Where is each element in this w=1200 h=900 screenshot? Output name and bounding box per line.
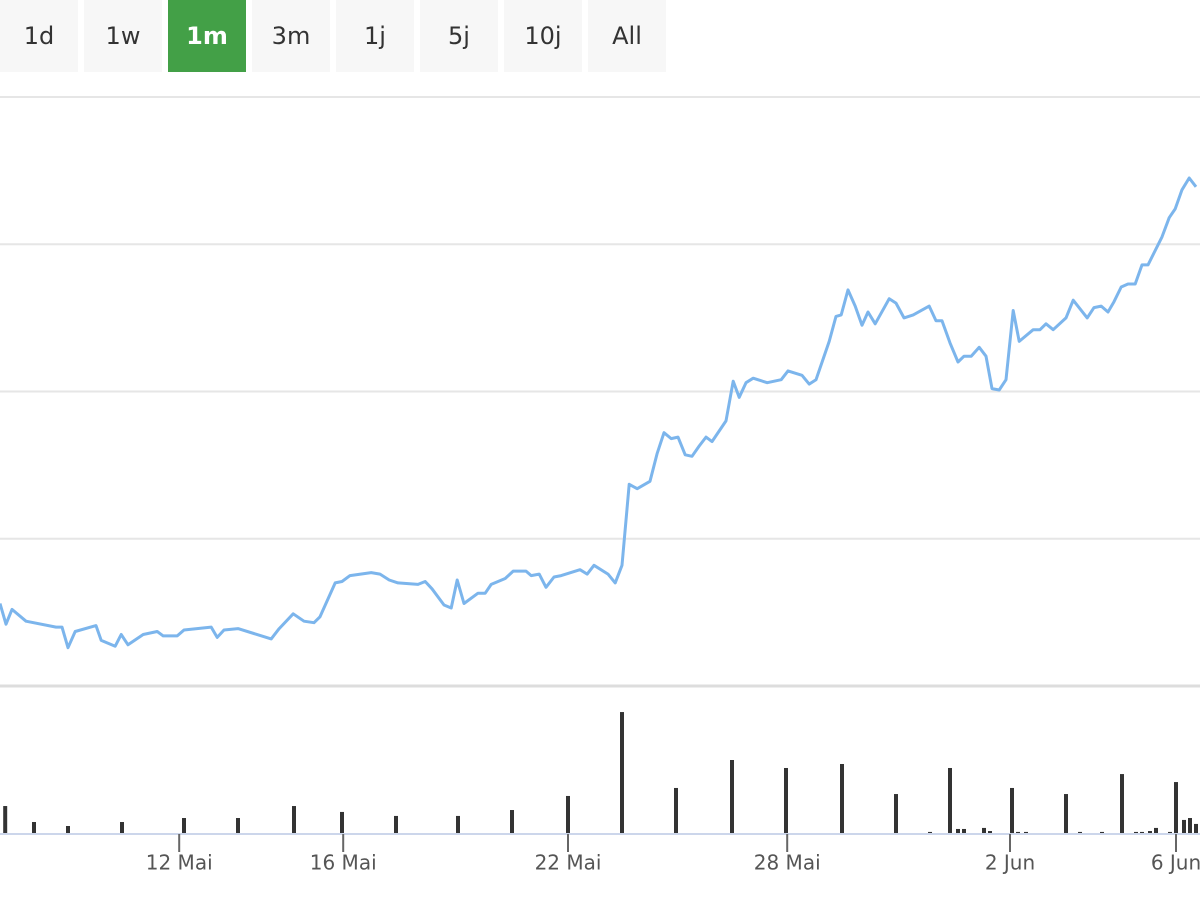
x-tick-label: 28 Mai <box>754 851 821 875</box>
volume-bar <box>566 795 570 834</box>
volume-bar <box>784 767 788 834</box>
x-tick-label: 16 Mai <box>310 851 377 875</box>
price-line <box>0 176 1198 650</box>
volume-bar <box>988 831 992 834</box>
volume-bar <box>1078 831 1082 834</box>
range-button[interactable]: 5j <box>420 0 498 72</box>
range-button[interactable]: 1d <box>0 0 78 72</box>
range-button[interactable]: 1j <box>336 0 414 72</box>
volume-bar <box>840 763 844 834</box>
volume-bar <box>730 760 734 834</box>
volume-bar <box>1064 794 1068 834</box>
volume-bar <box>510 810 514 834</box>
x-tick-label: 12 Mai <box>146 851 213 875</box>
volume-bar <box>1100 831 1104 834</box>
volume-bar <box>66 826 70 834</box>
volume-bar <box>340 811 344 834</box>
x-tick-label: 2 Jun <box>985 851 1035 875</box>
volume-bar <box>620 712 624 834</box>
volume-bar <box>1016 831 1020 834</box>
volume-bar <box>1148 831 1152 834</box>
volume-bar <box>674 787 678 834</box>
volume-bar <box>894 794 898 834</box>
range-button[interactable]: 3m <box>252 0 330 72</box>
volume-bar <box>1010 787 1014 834</box>
volume-bar <box>182 818 186 834</box>
range-button[interactable]: 1w <box>84 0 162 72</box>
volume-bar <box>1194 823 1198 834</box>
volume-bar <box>456 815 460 834</box>
volume-bar <box>120 822 124 834</box>
volume-bar <box>948 767 952 834</box>
range-button[interactable]: 10j <box>504 0 582 72</box>
volume-bar <box>1188 818 1192 834</box>
volume-bar <box>1154 827 1158 834</box>
volume-bar <box>394 815 398 834</box>
x-tick-label: 22 Mai <box>535 851 602 875</box>
range-button[interactable]: All <box>588 0 666 72</box>
volume-bar <box>956 828 960 834</box>
volume-bar <box>236 818 240 834</box>
volume-bar <box>292 806 296 834</box>
volume-bar <box>1134 831 1138 834</box>
volume-bar <box>928 831 932 834</box>
volume-bar <box>32 822 36 834</box>
volume-bar <box>1174 782 1178 834</box>
volume-bar <box>1182 819 1186 834</box>
volume-bar <box>1168 831 1172 834</box>
range-button[interactable]: 1m <box>168 0 246 72</box>
volume-bar <box>1140 831 1144 834</box>
volume-bar <box>3 806 8 834</box>
volume-bar <box>982 827 986 834</box>
volume-bar <box>1024 831 1028 834</box>
volume-bar <box>1120 774 1124 834</box>
x-tick-label: 6 Jun <box>1151 851 1200 875</box>
volume-bar <box>962 828 966 834</box>
